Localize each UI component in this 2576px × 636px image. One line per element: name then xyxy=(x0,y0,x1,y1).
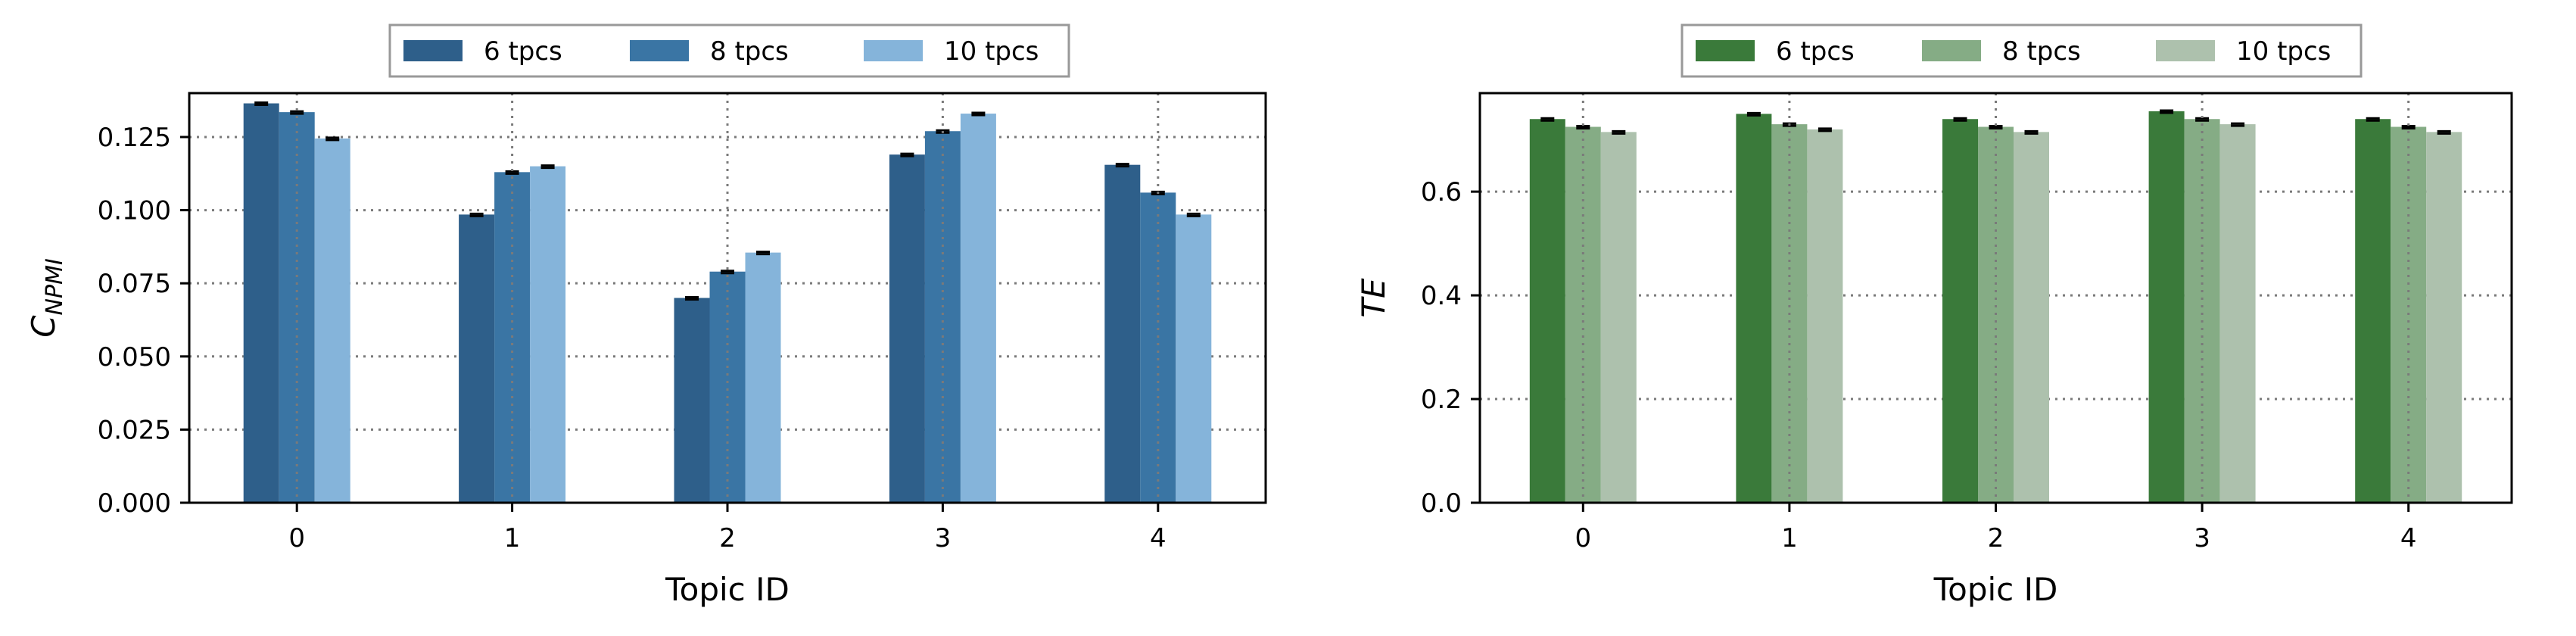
bar-1-s1-c3 xyxy=(2184,119,2220,503)
xtick-label-1: 1 xyxy=(1781,523,1798,553)
legend-swatch-2 xyxy=(864,40,923,61)
bar-1-s0-c2 xyxy=(1942,119,1978,503)
bar-1-s2-c3 xyxy=(2219,124,2256,503)
bar-1-s2-c4 xyxy=(2426,132,2462,503)
ytick-label-5: 0.125 xyxy=(98,123,171,153)
bar-1-s0-c1 xyxy=(1736,114,1772,504)
xtick-label-0: 0 xyxy=(1575,523,1591,553)
chart-panel-1: 0.0 0.2 0.4 0.6 0 1 2 3 4 Topic ID TE 6 tpcs 8 tpcs 1… xyxy=(1355,23,2513,608)
legend-swatch-1 xyxy=(1922,40,1981,61)
ytick-label-2: 0.4 xyxy=(1421,281,1462,311)
legend-box xyxy=(388,23,1070,78)
bar-0-s0-c1 xyxy=(459,214,495,503)
x-axis-label: Topic ID xyxy=(665,571,790,608)
y-axis-label: TE xyxy=(1355,278,1392,318)
bar-0-s2-c2 xyxy=(745,252,781,503)
xtick-label-0: 0 xyxy=(288,523,305,553)
bar-0-s2-c3 xyxy=(960,114,996,504)
legend-swatch-0 xyxy=(1696,40,1755,61)
bar-1-s0-c3 xyxy=(2148,111,2185,503)
ytick-label-1: 0.2 xyxy=(1421,385,1462,415)
xtick-label-1: 1 xyxy=(504,523,521,553)
legend-label-0: 6 tpcs xyxy=(1776,36,1855,67)
xtick-label-4: 4 xyxy=(1150,523,1167,553)
ytick-label-2: 0.050 xyxy=(98,342,171,373)
xtick-label-3: 3 xyxy=(935,523,952,553)
y-axis-label-main: C xyxy=(25,315,62,338)
legend-swatch-2 xyxy=(2156,40,2215,61)
xtick-label-2: 2 xyxy=(719,523,736,553)
legend-label-2: 10 tpcs xyxy=(2236,36,2331,67)
y-axis-label-sub: NPMI xyxy=(42,258,68,315)
ytick-label-3: 0.6 xyxy=(1421,177,1462,207)
ytick-label-0: 0.000 xyxy=(98,488,171,519)
legend-box xyxy=(1680,23,2363,78)
bar-1-s2-c2 xyxy=(2014,132,2049,503)
bar-1-s0-c4 xyxy=(2355,119,2391,503)
y-axis-label-main: TE xyxy=(1355,278,1392,318)
xtick-label-4: 4 xyxy=(2400,523,2417,553)
ytick-label-4: 0.100 xyxy=(98,196,171,226)
x-axis-label: Topic ID xyxy=(1933,571,2058,608)
legend-label-2: 10 tpcs xyxy=(944,36,1039,67)
ytick-label-3: 0.075 xyxy=(98,269,171,299)
bar-0-s2-c4 xyxy=(1176,214,1212,503)
bar-0-s0-c2 xyxy=(674,298,710,503)
bar-0-s0-c3 xyxy=(889,154,925,503)
bar-1-s0-c0 xyxy=(1529,119,1565,503)
y-axis-label: CNPMI xyxy=(25,258,68,338)
bar-0-s1-c3 xyxy=(924,131,961,503)
legend-label-0: 6 tpcs xyxy=(484,36,562,67)
ytick-label-0: 0.0 xyxy=(1421,488,1462,519)
bar-0-s0-c4 xyxy=(1104,164,1141,504)
xtick-label-3: 3 xyxy=(2194,523,2210,553)
bar-1-s2-c0 xyxy=(1600,132,1637,503)
bar-1-s2-c1 xyxy=(1807,129,1843,503)
legend-swatch-1 xyxy=(630,40,689,61)
bar-0-s2-c0 xyxy=(314,138,350,503)
ytick-label-1: 0.025 xyxy=(98,415,171,445)
bar-0-s0-c0 xyxy=(243,103,279,503)
legend-label-1: 8 tpcs xyxy=(710,36,789,67)
legend-label-1: 8 tpcs xyxy=(2002,36,2081,67)
xtick-label-2: 2 xyxy=(1988,523,2004,553)
legend-swatch-0 xyxy=(403,40,463,61)
chart-panel-0: 0.000 0.025 0.050 0.075 0.100 0.125 0 1 2 3 4 Topic… xyxy=(25,23,1267,608)
bar-0-s2-c1 xyxy=(530,166,566,503)
